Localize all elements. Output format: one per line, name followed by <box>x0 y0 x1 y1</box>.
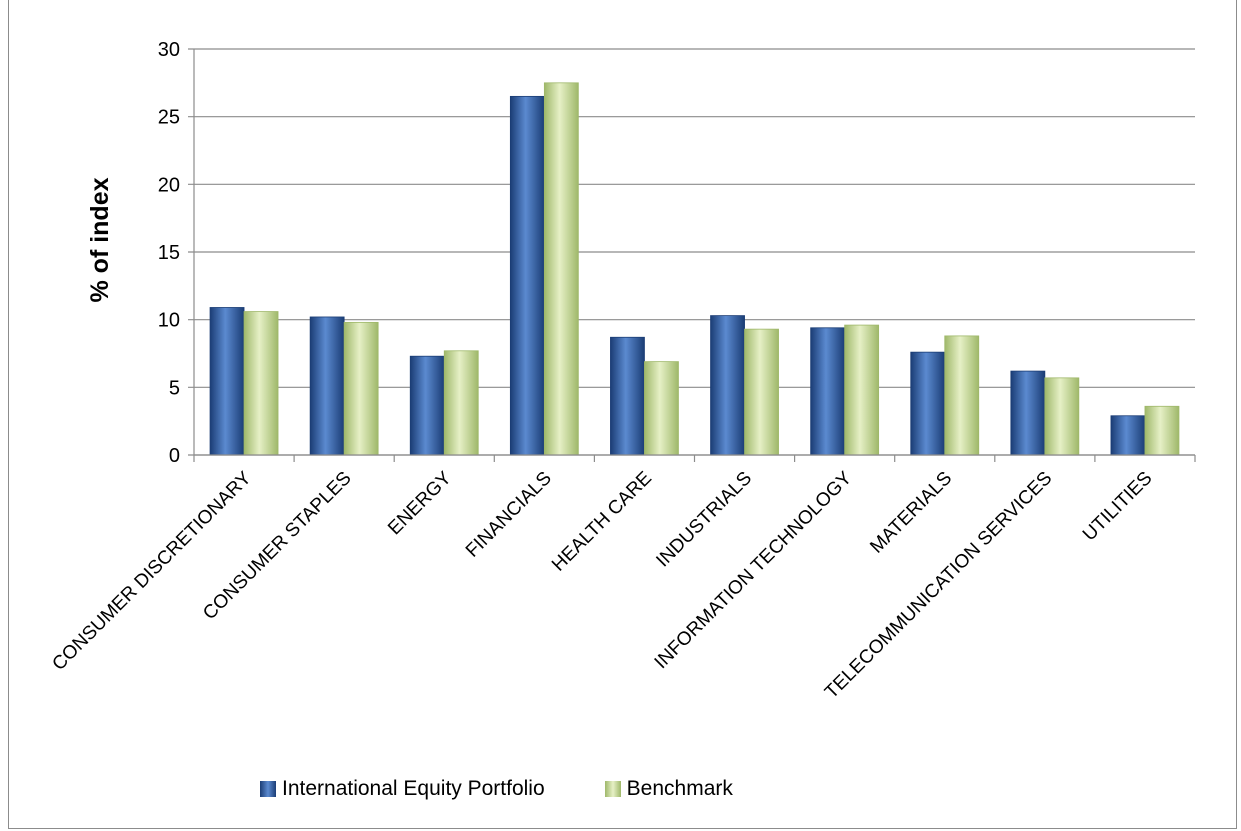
x-category-label: ENERGY <box>384 467 456 539</box>
y-tick-label: 25 <box>158 107 180 129</box>
chart-frame <box>8 0 1237 829</box>
bar-benchmark <box>1044 377 1080 456</box>
bar-benchmark <box>1144 405 1180 456</box>
bar-benchmark <box>543 82 579 456</box>
bar-benchmark <box>744 328 779 456</box>
legend: International Equity Portfolio Benchmark <box>260 777 733 801</box>
x-category-label: INFORMATION TECHNOLOGY <box>651 467 857 673</box>
x-category-label: MATERIALS <box>866 468 956 558</box>
x-category-label: FINANCIALS <box>462 468 556 562</box>
bar-portfolio <box>610 336 645 456</box>
y-tick-label: 0 <box>169 445 180 467</box>
legend-swatch-benchmark <box>604 781 621 797</box>
bar-benchmark <box>243 311 279 456</box>
bar-benchmark <box>443 350 479 456</box>
bars <box>194 82 1195 456</box>
y-tick-label: 15 <box>158 242 180 264</box>
bar-portfolio <box>509 95 545 456</box>
y-tick-label: 30 <box>158 39 180 61</box>
bar-portfolio <box>309 316 345 456</box>
x-category-label: INDUSTRIALS <box>652 468 756 572</box>
y-tick-label: 10 <box>158 310 180 332</box>
bar-benchmark <box>944 335 980 456</box>
legend-label-portfolio: International Equity Portfolio <box>282 777 545 800</box>
bar-portfolio <box>810 327 846 456</box>
legend-label-benchmark: Benchmark <box>626 777 733 800</box>
x-category-label: TELECOMMUNICATION SERVICES <box>821 468 1056 703</box>
bar-portfolio <box>1110 415 1146 456</box>
bar-portfolio <box>710 315 745 456</box>
bar-portfolio <box>1010 370 1046 456</box>
x-category-label: HEALTH CARE <box>548 468 656 576</box>
y-tick-label: 5 <box>169 377 180 399</box>
bar-benchmark <box>644 361 679 456</box>
y-tick-label: 20 <box>158 174 180 196</box>
legend-swatch-portfolio <box>260 781 276 797</box>
legend-item-benchmark: Benchmark <box>604 777 733 801</box>
x-category-label: CONSUMER DISCRETIONARY <box>48 467 255 674</box>
y-axis-title: % of index <box>86 177 114 302</box>
legend-item-portfolio: International Equity Portfolio <box>260 777 545 801</box>
bar-portfolio <box>409 355 445 456</box>
x-category-label: UTILITIES <box>1079 468 1157 546</box>
bar-benchmark <box>343 321 379 456</box>
axes <box>193 49 1196 462</box>
bar-portfolio <box>910 351 946 456</box>
bar-benchmark <box>844 324 880 456</box>
bar-portfolio <box>209 307 245 456</box>
